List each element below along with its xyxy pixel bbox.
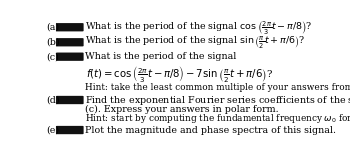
Text: Hint: take the least common multiple of your answers from parts (a) and (b).: Hint: take the least common multiple of … <box>85 83 350 92</box>
Text: (c): (c) <box>46 52 59 61</box>
Text: $f(t) = \cos\left(\frac{2\pi}{3}t - \pi/8\right) - 7\sin\left(\frac{\pi}{2}t + \: $f(t) = \cos\left(\frac{2\pi}{3}t - \pi/… <box>86 64 273 84</box>
FancyBboxPatch shape <box>56 126 84 134</box>
Text: (c). Express your answers in polar form.: (c). Express your answers in polar form. <box>85 105 279 114</box>
FancyBboxPatch shape <box>56 96 84 104</box>
Text: (e): (e) <box>46 126 59 135</box>
Text: Hint: start by computing the fundamental frequency $\omega_0$ for this signal.: Hint: start by computing the fundamental… <box>85 112 350 125</box>
FancyBboxPatch shape <box>56 38 84 46</box>
Text: Find the exponential Fourier series coefficients of the signal $f(t)$ from part: Find the exponential Fourier series coef… <box>85 93 350 106</box>
Text: (d): (d) <box>46 96 60 105</box>
Text: Plot the magnitude and phase spectra of this signal.: Plot the magnitude and phase spectra of … <box>85 126 336 135</box>
Text: What is the period of the signal: What is the period of the signal <box>85 52 236 61</box>
FancyBboxPatch shape <box>56 23 84 31</box>
Text: What is the period of the signal $\cos\left(\frac{2\pi}{3}t - \pi/8\right)$?: What is the period of the signal $\cos\l… <box>85 19 313 36</box>
FancyBboxPatch shape <box>56 52 84 61</box>
Text: (b): (b) <box>46 38 60 47</box>
Text: (a): (a) <box>46 23 59 32</box>
Text: What is the period of the signal $\sin\left(\frac{\pi}{2}t + \pi/6\right)$?: What is the period of the signal $\sin\l… <box>85 34 306 50</box>
